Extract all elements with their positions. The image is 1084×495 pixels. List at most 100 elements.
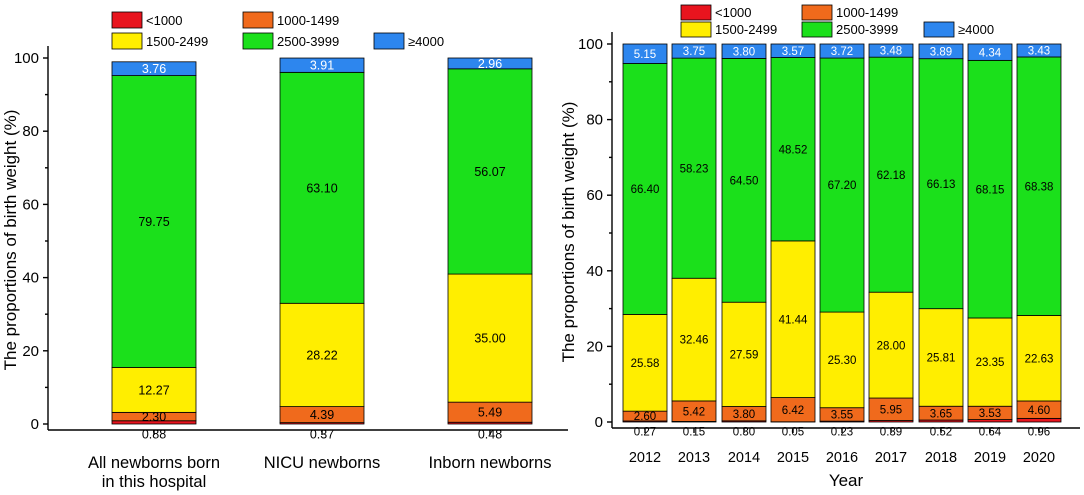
x-tick-label: 2015 <box>777 450 809 466</box>
x-axis-label: Year <box>829 471 864 490</box>
bar-segment <box>721 43 767 59</box>
bar-segment <box>447 68 533 275</box>
data-label: 56.07 <box>474 165 505 179</box>
data-label: 62.18 <box>877 170 906 182</box>
bar-stack <box>279 57 365 425</box>
y-tick-label: 60 <box>22 196 39 213</box>
y-tick-label: 20 <box>22 343 39 360</box>
data-label: 68.15 <box>976 184 1005 196</box>
data-label: 28.22 <box>306 348 337 362</box>
data-label: 64.50 <box>730 175 759 187</box>
legend-label: 2500-3999 <box>836 22 898 37</box>
legend-label: <1000 <box>715 5 752 20</box>
bar-segment <box>111 367 197 413</box>
data-label: 3.80 <box>733 409 755 421</box>
legend-label: <1000 <box>146 13 183 28</box>
legend-label: 1000-1499 <box>277 13 339 28</box>
data-label: 25.58 <box>631 358 660 370</box>
bar-segment <box>918 308 964 407</box>
bar-stack <box>111 61 197 425</box>
bar-segment <box>111 61 197 76</box>
bar-stack <box>770 43 816 423</box>
bar-segment <box>868 43 914 58</box>
bar-segment <box>447 57 533 70</box>
data-label: 79.75 <box>138 215 169 229</box>
data-label: 5.42 <box>683 406 705 418</box>
y-axis-label: The proportions of birth weight (%) <box>559 102 578 363</box>
y-tick-label: 0 <box>31 416 39 433</box>
x-tick-label: 2016 <box>826 450 858 466</box>
bar-segment <box>770 57 816 242</box>
bar-stack <box>447 57 533 425</box>
y-tick-label: 100 <box>578 36 603 53</box>
bar-stack <box>1016 43 1062 423</box>
data-label: 3.65 <box>930 408 952 420</box>
data-label: 3.48 <box>880 46 902 58</box>
x-tick-label: 2019 <box>974 450 1006 466</box>
data-label: 3.89 <box>930 46 952 58</box>
y-tick-label: 80 <box>22 123 39 140</box>
data-label: 32.46 <box>680 335 709 347</box>
bar-segment <box>819 43 865 59</box>
data-label: 66.40 <box>631 184 660 196</box>
bar-segment <box>819 311 865 409</box>
bar-segment <box>111 75 197 368</box>
legend-label: 1000-1499 <box>836 5 898 20</box>
bar-segment <box>967 59 1013 319</box>
data-label: 3.57 <box>782 46 804 58</box>
data-label: 3.53 <box>979 408 1001 420</box>
bar-segment <box>279 57 365 73</box>
data-label: 6.42 <box>782 405 804 417</box>
bar-stack <box>671 43 717 423</box>
bar-segment <box>1016 315 1062 402</box>
y-tick-label: 0 <box>595 414 603 431</box>
data-label: 4.34 <box>979 47 1002 59</box>
data-label: 4.60 <box>1028 405 1050 417</box>
bar-segment <box>279 71 365 304</box>
bar-segment <box>770 43 816 58</box>
data-label: 5.95 <box>880 404 902 416</box>
bar-segment <box>671 57 717 279</box>
data-label: 58.23 <box>680 163 709 175</box>
legend-swatch <box>111 32 143 50</box>
bar-segment <box>918 43 964 60</box>
data-label: 12.27 <box>138 383 169 397</box>
data-label: 3.72 <box>831 46 853 58</box>
data-label: 2.60 <box>634 411 656 423</box>
bar-segment <box>868 291 914 399</box>
x-tick-label: NICU newborns <box>264 454 380 472</box>
bar-segment <box>622 43 668 64</box>
data-label: 5.15 <box>634 49 656 61</box>
x-tick-label: 2013 <box>678 450 710 466</box>
data-label: 3.75 <box>683 46 705 58</box>
y-axis-label: The proportions of birth weight (%) <box>1 110 20 371</box>
data-label: 48.52 <box>779 144 808 156</box>
bar-segment <box>868 56 914 293</box>
bar-segment <box>1016 43 1062 58</box>
data-label: 27.59 <box>730 349 759 361</box>
legend-swatch <box>923 21 955 38</box>
data-label: 4.39 <box>310 408 334 422</box>
bar-segment <box>279 302 365 407</box>
legend-swatch <box>242 11 274 29</box>
legend-swatch <box>373 32 405 50</box>
bar-segment <box>671 43 717 59</box>
data-label: 22.63 <box>1025 353 1054 365</box>
data-label: 3.80 <box>733 46 755 58</box>
x-tick-label: 2018 <box>925 450 957 466</box>
x-tick-label: 2012 <box>629 450 661 466</box>
bar-segment <box>918 58 964 310</box>
data-label: 25.81 <box>927 353 956 365</box>
legend-swatch <box>801 4 833 21</box>
legend-label: 1500-2499 <box>146 34 208 49</box>
bar-segment <box>1016 417 1062 423</box>
bar-segment <box>447 273 533 403</box>
data-label: 3.76 <box>142 62 166 76</box>
bar-segment <box>671 277 717 402</box>
legend-swatch <box>242 32 274 50</box>
bar-stack <box>868 43 914 423</box>
bar-segment <box>1016 56 1062 316</box>
data-label: 23.35 <box>976 357 1005 369</box>
y-tick-label: 100 <box>14 50 39 67</box>
